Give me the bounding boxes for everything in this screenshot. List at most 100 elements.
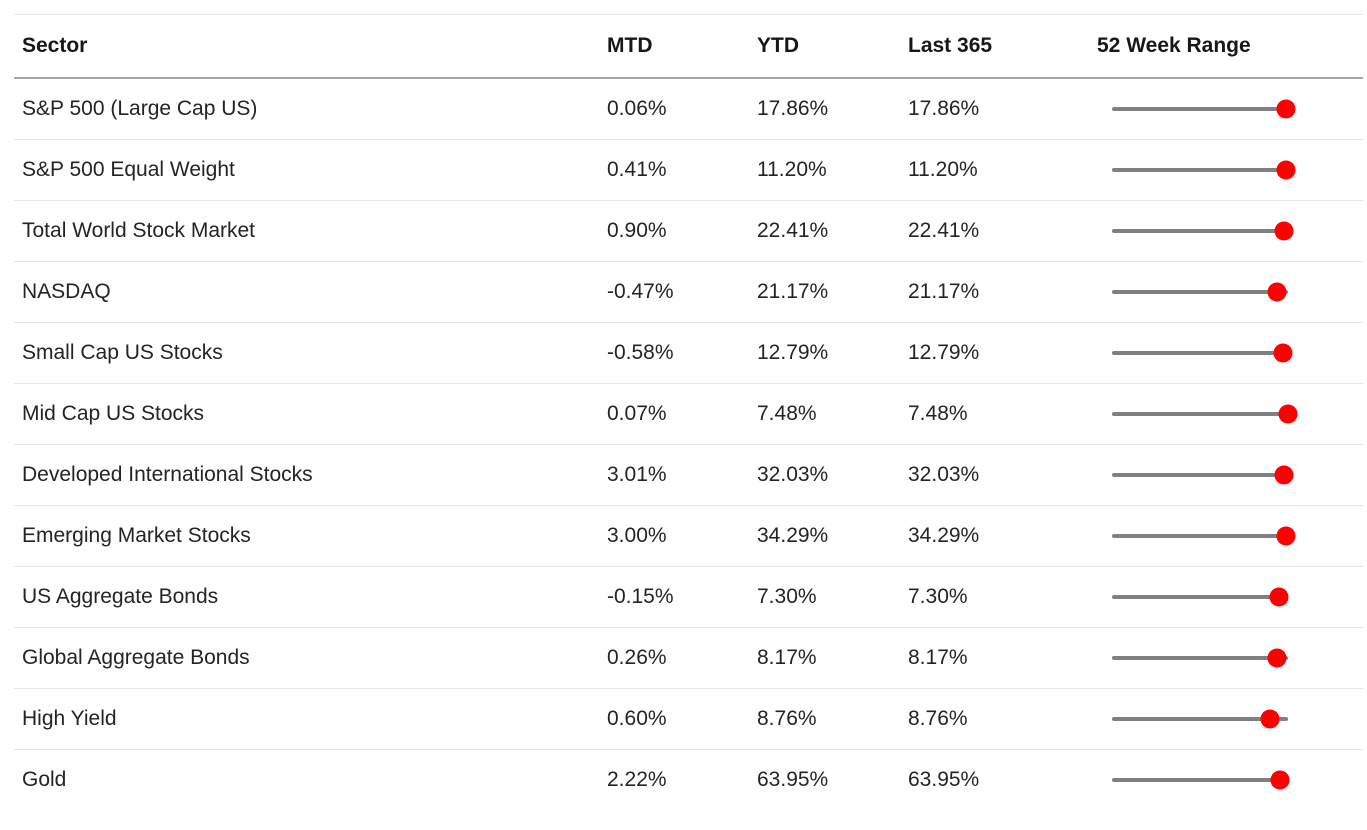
last-365-cell: 63.95%	[908, 768, 980, 791]
range-cell	[1097, 750, 1363, 810]
table-body: S&P 500 (Large Cap US) 0.06% 17.86% 17.8…	[14, 79, 1363, 810]
range-cell	[1097, 506, 1363, 566]
range-position-dot	[1276, 526, 1296, 546]
range-position-dot	[1278, 404, 1298, 424]
sector-cell: High Yield	[22, 707, 117, 730]
range-track-line	[1112, 656, 1288, 660]
range-position-dot	[1270, 770, 1290, 790]
table-row[interactable]: Mid Cap US Stocks 0.07% 7.48% 7.48%	[14, 384, 1363, 445]
range-track-line	[1112, 778, 1288, 782]
range-track-line	[1112, 534, 1288, 538]
ytd-cell: 8.76%	[757, 707, 817, 730]
sector-cell: Global Aggregate Bonds	[22, 646, 250, 669]
range-track-line	[1112, 168, 1288, 172]
column-header-mtd[interactable]: MTD	[607, 34, 653, 57]
sector-cell: Gold	[22, 768, 67, 791]
sector-performance-table: Sector MTD YTD Last 365 52 Week Range S&…	[14, 14, 1363, 810]
table-row[interactable]: Small Cap US Stocks -0.58% 12.79% 12.79%	[14, 323, 1363, 384]
mtd-cell: 0.06%	[607, 97, 667, 120]
ytd-cell: 17.86%	[757, 97, 829, 120]
table-row[interactable]: Emerging Market Stocks 3.00% 34.29% 34.2…	[14, 506, 1363, 567]
range-track-line	[1112, 595, 1288, 599]
range-cell	[1097, 79, 1363, 139]
last-365-cell: 7.30%	[908, 585, 968, 608]
mtd-cell: 2.22%	[607, 768, 667, 791]
last-365-cell: 11.20%	[908, 158, 978, 181]
mtd-cell: 0.26%	[607, 646, 667, 669]
table-row[interactable]: S&P 500 (Large Cap US) 0.06% 17.86% 17.8…	[14, 79, 1363, 140]
range-track-line	[1112, 107, 1288, 111]
last-365-cell: 17.86%	[908, 97, 980, 120]
range-position-dot	[1274, 221, 1294, 241]
range-track-line	[1112, 290, 1288, 294]
mtd-cell: -0.15%	[607, 585, 674, 608]
ytd-cell: 22.41%	[757, 219, 829, 242]
range-track-line	[1112, 229, 1288, 233]
range-cell	[1097, 201, 1363, 261]
table-row[interactable]: Total World Stock Market 0.90% 22.41% 22…	[14, 201, 1363, 262]
table-row[interactable]: US Aggregate Bonds -0.15% 7.30% 7.30%	[14, 567, 1363, 628]
last-365-cell: 32.03%	[908, 463, 980, 486]
mtd-cell: 3.01%	[607, 463, 667, 486]
sector-cell: Total World Stock Market	[22, 219, 256, 242]
ytd-cell: 34.29%	[757, 524, 829, 547]
range-cell	[1097, 628, 1363, 688]
range-cell	[1097, 689, 1363, 749]
ytd-cell: 7.30%	[757, 585, 817, 608]
range-cell	[1097, 323, 1363, 383]
table-row[interactable]: Developed International Stocks 3.01% 32.…	[14, 445, 1363, 506]
sector-cell: NASDAQ	[22, 280, 111, 303]
sector-cell: Developed International Stocks	[22, 463, 313, 486]
sector-cell: US Aggregate Bonds	[22, 585, 219, 608]
sector-cell: S&P 500 (Large Cap US)	[22, 97, 258, 120]
last-365-cell: 34.29%	[908, 524, 980, 547]
last-365-cell: 7.48%	[908, 402, 968, 425]
range-position-dot	[1269, 587, 1289, 607]
range-cell	[1097, 384, 1363, 444]
ytd-cell: 11.20%	[757, 158, 827, 181]
mtd-cell: -0.58%	[607, 341, 674, 364]
table-row[interactable]: Global Aggregate Bonds 0.26% 8.17% 8.17%	[14, 628, 1363, 689]
range-cell	[1097, 140, 1363, 200]
range-cell	[1097, 262, 1363, 322]
range-position-dot	[1273, 343, 1293, 363]
sector-cell: Mid Cap US Stocks	[22, 402, 205, 425]
range-position-dot	[1276, 99, 1296, 119]
mtd-cell: 0.90%	[607, 219, 667, 242]
last-365-cell: 8.17%	[908, 646, 968, 669]
ytd-cell: 32.03%	[757, 463, 829, 486]
column-header-last-365[interactable]: Last 365	[908, 34, 993, 57]
range-cell	[1097, 445, 1363, 505]
column-header-sector[interactable]: Sector	[22, 34, 88, 57]
table-row[interactable]: NASDAQ -0.47% 21.17% 21.17%	[14, 262, 1363, 323]
range-track-line	[1112, 717, 1288, 721]
last-365-cell: 8.76%	[908, 707, 968, 730]
range-position-dot	[1267, 282, 1287, 302]
mtd-cell: 0.41%	[607, 158, 667, 181]
ytd-cell: 8.17%	[757, 646, 817, 669]
ytd-cell: 7.48%	[757, 402, 817, 425]
table-header-row: Sector MTD YTD Last 365 52 Week Range	[14, 14, 1363, 79]
mtd-cell: -0.47%	[607, 280, 674, 303]
mtd-cell: 3.00%	[607, 524, 667, 547]
table-row[interactable]: Gold 2.22% 63.95% 63.95%	[14, 750, 1363, 810]
range-cell	[1097, 567, 1363, 627]
range-position-dot	[1274, 465, 1294, 485]
sector-cell: Small Cap US Stocks	[22, 341, 223, 364]
sector-cell: S&P 500 Equal Weight	[22, 158, 235, 181]
range-position-dot	[1267, 648, 1287, 668]
ytd-cell: 21.17%	[757, 280, 829, 303]
table-row[interactable]: S&P 500 Equal Weight 0.41% 11.20% 11.20%	[14, 140, 1363, 201]
range-position-dot	[1260, 709, 1280, 729]
table-row[interactable]: High Yield 0.60% 8.76% 8.76%	[14, 689, 1363, 750]
column-header-52-week-range[interactable]: 52 Week Range	[1097, 34, 1251, 57]
last-365-cell: 12.79%	[908, 341, 980, 364]
mtd-cell: 0.60%	[607, 707, 667, 730]
mtd-cell: 0.07%	[607, 402, 667, 425]
range-position-dot	[1276, 160, 1296, 180]
range-track-line	[1112, 473, 1288, 477]
last-365-cell: 21.17%	[908, 280, 980, 303]
ytd-cell: 12.79%	[757, 341, 829, 364]
column-header-ytd[interactable]: YTD	[757, 34, 799, 57]
range-track-line	[1112, 351, 1288, 355]
